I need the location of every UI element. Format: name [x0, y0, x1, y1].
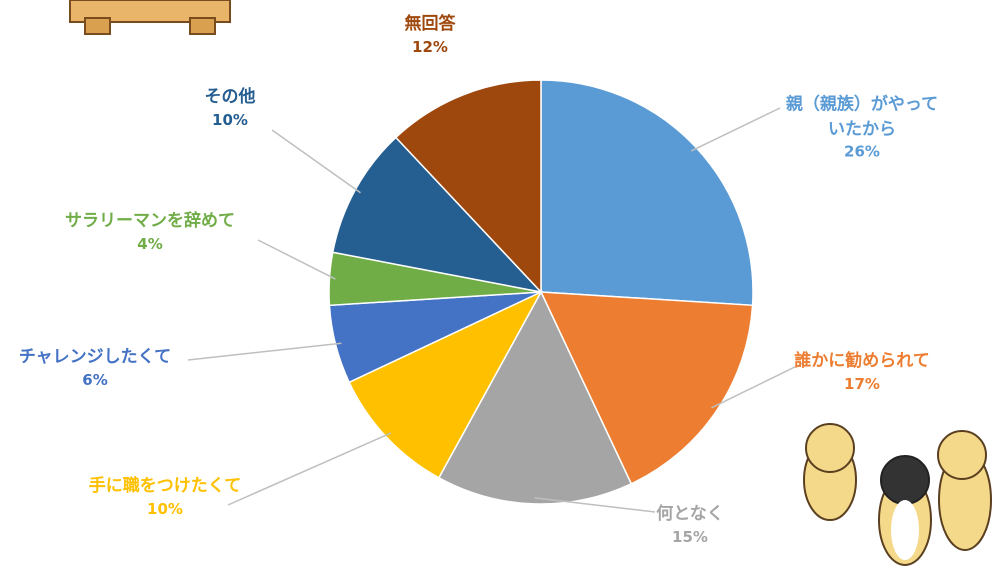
- value-label: 10%: [89, 498, 242, 520]
- category-label: 何となく: [656, 502, 724, 527]
- category-label: サラリーマンを辞めて: [65, 209, 235, 234]
- category-label: 誰かに勧められて: [794, 349, 930, 374]
- value-label: 10%: [205, 109, 256, 131]
- page: 親（親族）がやっていたから26% 誰かに勧められて17% 何となく15% 手に職をつけ…: [0, 0, 1000, 580]
- category-label: チャレンジしたくて: [19, 345, 171, 370]
- category-label: その他: [205, 85, 256, 110]
- value-label: 17%: [794, 373, 930, 395]
- leader-line: [535, 498, 655, 512]
- category-label: 親（親族）がやっていたから: [780, 92, 945, 141]
- leader-line: [272, 130, 360, 193]
- leader-line: [258, 240, 335, 279]
- leader-line: [691, 108, 780, 151]
- value-label: 6%: [19, 369, 171, 391]
- category-label: 手に職をつけたくて: [89, 474, 242, 499]
- leader-line: [188, 343, 341, 360]
- leader-line: [228, 433, 391, 505]
- value-label: 26%: [780, 142, 945, 164]
- pie-slice: [541, 80, 753, 305]
- value-label: 15%: [656, 526, 724, 548]
- value-label: 12%: [405, 36, 456, 58]
- category-label: 無回答: [405, 12, 456, 37]
- value-label: 4%: [65, 233, 235, 255]
